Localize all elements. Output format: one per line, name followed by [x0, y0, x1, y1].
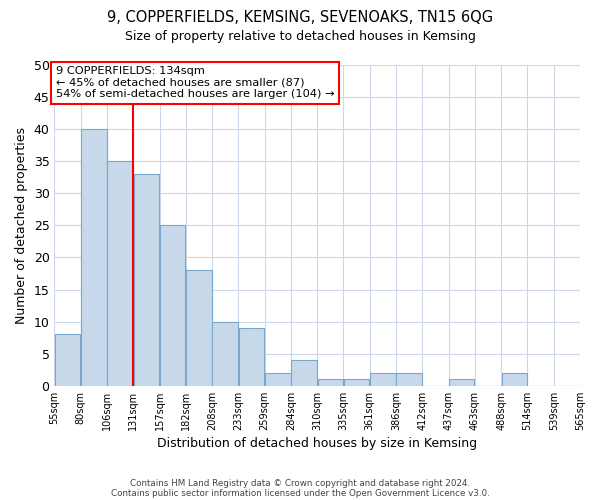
Text: 9 COPPERFIELDS: 134sqm
← 45% of detached houses are smaller (87)
54% of semi-det: 9 COPPERFIELDS: 134sqm ← 45% of detached…	[56, 66, 334, 100]
Bar	[502, 373, 527, 386]
X-axis label: Distribution of detached houses by size in Kemsing: Distribution of detached houses by size …	[157, 437, 477, 450]
Bar	[449, 380, 475, 386]
Bar	[239, 328, 264, 386]
Text: Contains public sector information licensed under the Open Government Licence v3: Contains public sector information licen…	[110, 488, 490, 498]
Bar	[107, 161, 133, 386]
Bar	[81, 129, 107, 386]
Bar	[317, 380, 343, 386]
Bar	[397, 373, 422, 386]
Bar	[212, 322, 238, 386]
Bar	[344, 380, 370, 386]
Bar	[55, 334, 80, 386]
Bar	[265, 373, 290, 386]
Bar	[134, 174, 159, 386]
Text: Contains HM Land Registry data © Crown copyright and database right 2024.: Contains HM Land Registry data © Crown c…	[130, 478, 470, 488]
Bar	[160, 226, 185, 386]
Bar	[370, 373, 395, 386]
Bar	[292, 360, 317, 386]
Text: Size of property relative to detached houses in Kemsing: Size of property relative to detached ho…	[125, 30, 475, 43]
Bar	[186, 270, 212, 386]
Text: 9, COPPERFIELDS, KEMSING, SEVENOAKS, TN15 6QG: 9, COPPERFIELDS, KEMSING, SEVENOAKS, TN1…	[107, 10, 493, 25]
Y-axis label: Number of detached properties: Number of detached properties	[15, 127, 28, 324]
